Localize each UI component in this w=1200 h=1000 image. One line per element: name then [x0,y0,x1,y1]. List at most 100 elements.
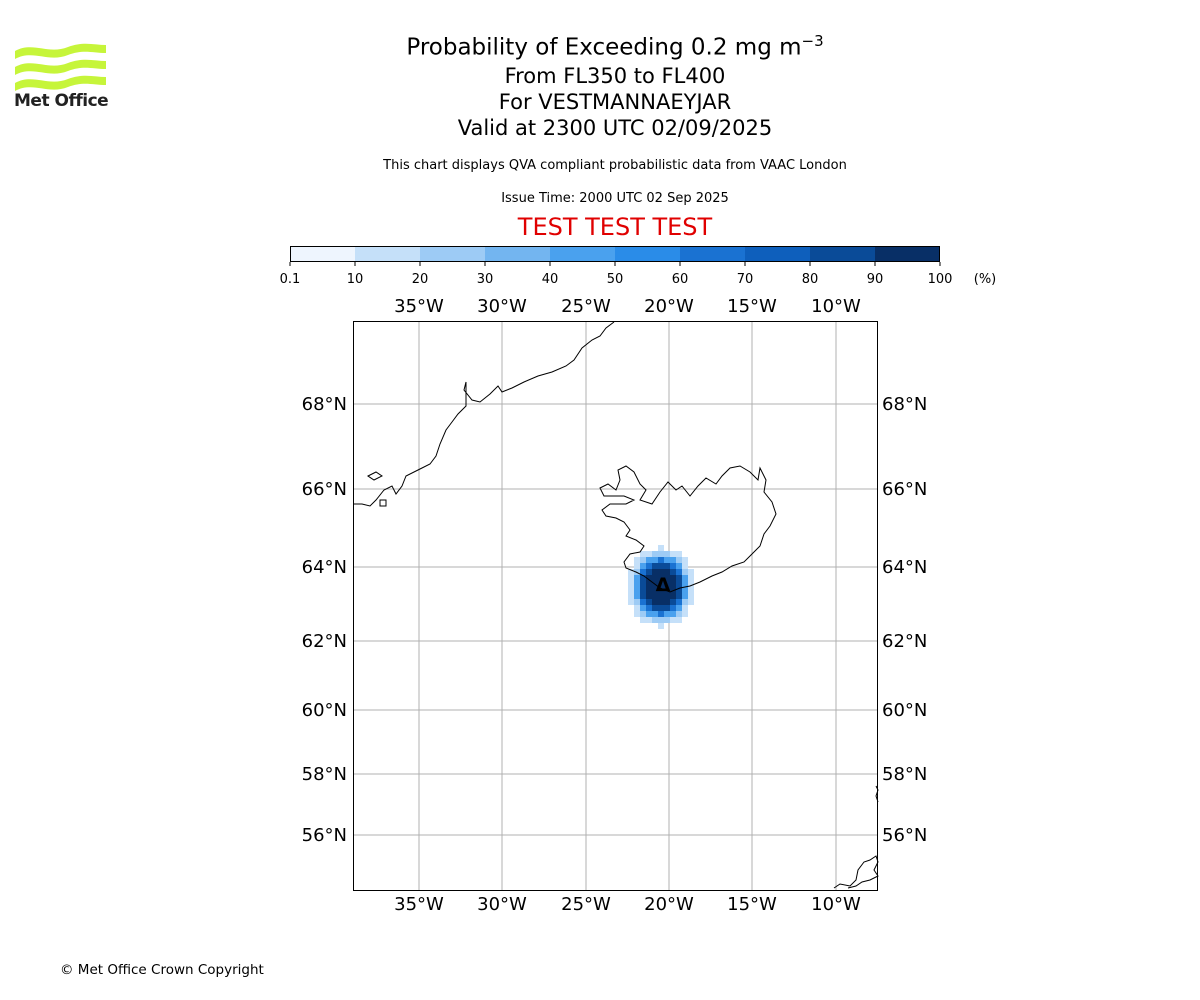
probability-cell [646,605,652,611]
probability-cell [634,611,640,617]
probability-cell [688,599,694,605]
probability-cell [628,581,634,587]
latitude-label: 66°N [882,479,927,500]
probability-cell [664,557,670,563]
probability-cell [634,581,640,587]
latitude-label: 56°N [882,825,927,846]
probability-cell [688,593,694,599]
volcano-marker: Δ [656,574,671,596]
colorbar-tick-label: 100 [928,272,953,287]
probability-cell [658,569,664,575]
chart-title: Probability of Exceeding 0.2 mg m−3 [0,26,1200,63]
probability-cell [652,575,658,581]
probability-cell [658,545,664,551]
scotland-coastline [833,855,879,889]
probability-cell [664,611,670,617]
probability-cell [652,599,658,605]
probability-cell [682,593,688,599]
probability-cell [658,575,664,581]
colorbar-segment [680,246,745,262]
longitude-labels-bottom: 35°W 30°W 25°W 20°W 15°W 10°W [394,894,861,915]
colorbar-tick-label: 60 [672,272,689,287]
probability-cell [652,551,658,557]
probability-cell [634,563,640,569]
iceland-coastline [599,465,777,593]
colorbar-frame [290,246,940,262]
probability-cell [628,593,634,599]
probability-cell [658,611,664,617]
latitude-label: 60°N [302,700,347,721]
probability-cell [670,617,676,623]
probability-cell [652,563,658,569]
probability-cell [676,611,682,617]
probability-cell [664,563,670,569]
probability-cell [652,593,658,599]
probability-cell [640,593,646,599]
title-exponent: −3 [801,32,824,50]
valid-time: Valid at 2300 UTC 02/09/2025 [457,115,773,140]
probability-cell [634,605,640,611]
probability-cell [670,599,676,605]
probability-cell [628,569,634,575]
probability-cell [646,551,652,557]
longitude-label: 15°W [727,296,777,317]
colorbar-segment [875,246,940,262]
data-source-note: This chart displays QVA compliant probab… [383,158,847,173]
probability-cell [646,611,652,617]
probability-cell [640,611,646,617]
probability-cell [652,587,658,593]
probability-cell [658,623,664,629]
probability-cell [676,599,682,605]
probability-cell [628,599,634,605]
probability-cell [646,563,652,569]
longitude-label: 10°W [811,894,861,915]
probability-cell [658,593,664,599]
probability-cell [658,587,664,593]
probability-cell [688,581,694,587]
longitude-label: 35°W [394,894,444,915]
probability-cell [640,569,646,575]
probability-cell [676,551,682,557]
probability-cell [682,587,688,593]
probability-cell [664,575,670,581]
probability-cell [682,563,688,569]
probability-cell [634,593,640,599]
probability-cell [676,557,682,563]
probability-cell [664,551,670,557]
probability-cell [652,605,658,611]
longitude-label: 30°W [477,296,527,317]
probability-cell [682,599,688,605]
probability-cell [640,617,646,623]
probability-cell [682,557,688,563]
probability-cell [652,557,658,563]
probability-cell [646,587,652,593]
probability-cell [670,611,676,617]
probability-cell [688,575,694,581]
latitude-label: 60°N [882,700,927,721]
probability-cell [652,611,658,617]
probability-cell [646,581,652,587]
probability-cell [658,551,664,557]
probability-cell [664,617,670,623]
probability-cell [640,575,646,581]
probability-cell [658,581,664,587]
colorbar-segment [420,246,485,262]
probability-cell [682,611,688,617]
longitude-label: 30°W [477,894,527,915]
colorbar-tick-label: 10 [347,272,364,287]
probability-cell [634,587,640,593]
greenland-coastline [354,321,615,507]
latitude-label: 64°N [882,557,927,578]
longitude-label: 25°W [561,296,611,317]
longitude-label: 25°W [561,894,611,915]
probability-cell [664,605,670,611]
probability-cell [640,551,646,557]
probability-cell [646,593,652,599]
logo-text: Met Office [14,91,109,111]
probability-cell [676,587,682,593]
longitude-label: 20°W [644,894,694,915]
greenland-islands [367,471,387,507]
longitude-label: 10°W [811,296,861,317]
latitude-label: 64°N [302,557,347,578]
probability-cell [640,557,646,563]
